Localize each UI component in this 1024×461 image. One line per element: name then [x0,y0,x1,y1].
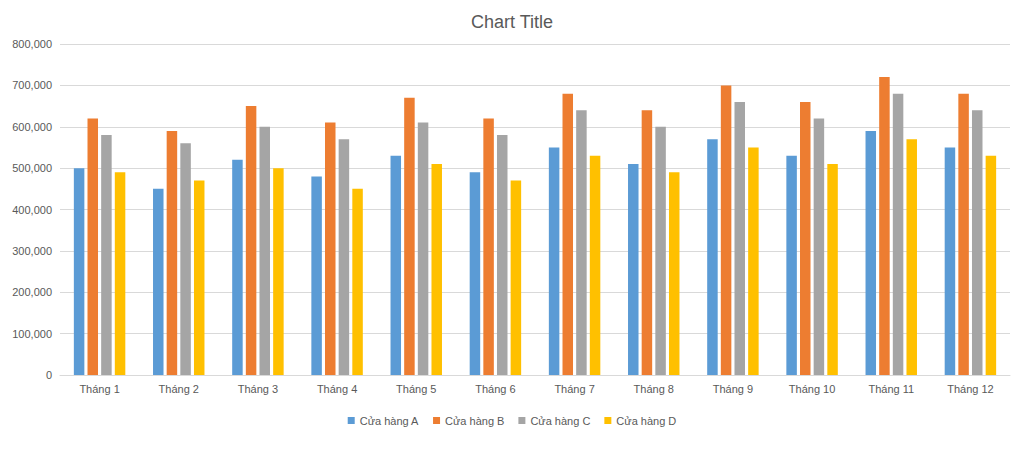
svg-text:Tháng 12: Tháng 12 [947,383,993,395]
svg-text:Tháng 3: Tháng 3 [238,383,278,395]
svg-text:Tháng 10: Tháng 10 [789,383,835,395]
svg-text:Tháng 1: Tháng 1 [79,383,119,395]
svg-text:Tháng 7: Tháng 7 [554,383,594,395]
svg-text:300,000: 300,000 [12,245,52,257]
svg-text:Cửa hàng A: Cửa hàng A [360,415,419,427]
svg-text:Tháng 4: Tháng 4 [317,383,357,395]
svg-text:Tháng 5: Tháng 5 [396,383,436,395]
svg-text:Cửa hàng C: Cửa hàng C [530,415,590,427]
svg-text:Cửa hàng D: Cửa hàng D [616,415,676,427]
svg-text:200,000: 200,000 [12,286,52,298]
svg-text:0: 0 [46,369,52,381]
svg-text:100,000: 100,000 [12,328,52,340]
svg-text:Tháng 9: Tháng 9 [713,383,753,395]
svg-text:400,000: 400,000 [12,204,52,216]
svg-text:Tháng 6: Tháng 6 [475,383,515,395]
svg-text:800,000: 800,000 [12,38,52,50]
svg-text:Tháng 8: Tháng 8 [634,383,674,395]
svg-text:700,000: 700,000 [12,79,52,91]
svg-text:Tháng 11: Tháng 11 [868,383,914,395]
svg-text:600,000: 600,000 [12,121,52,133]
svg-text:Chart Title: Chart Title [471,12,553,32]
svg-text:500,000: 500,000 [12,162,52,174]
svg-text:Cửa hàng B: Cửa hàng B [445,415,504,427]
svg-text:Tháng 2: Tháng 2 [159,383,199,395]
